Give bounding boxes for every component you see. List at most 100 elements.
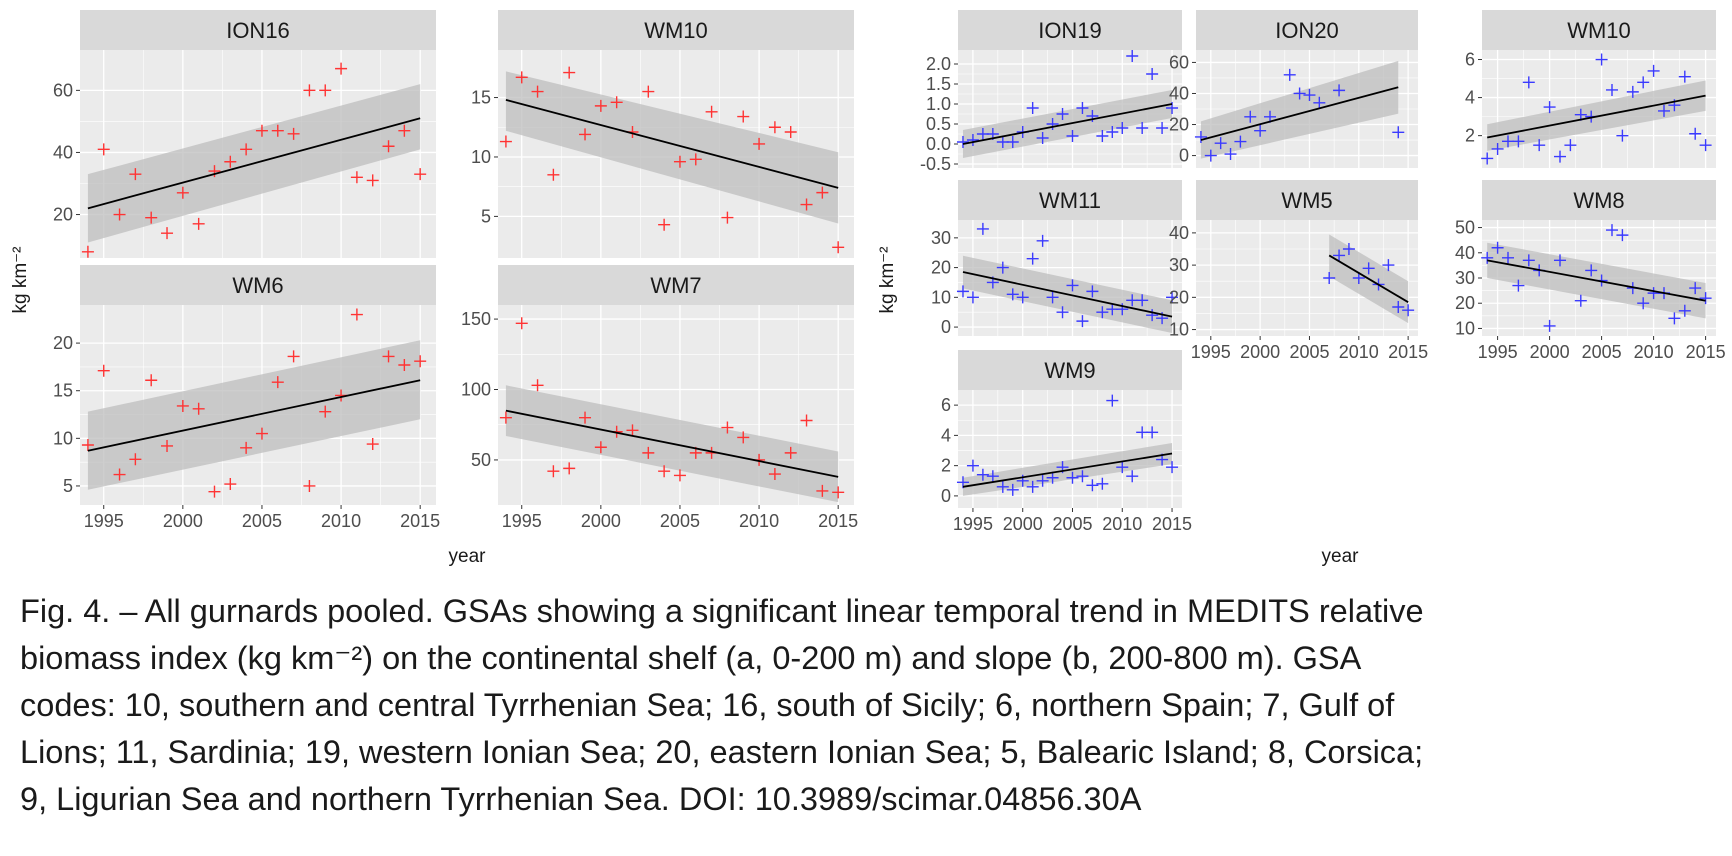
y-tick-label: 10 (471, 147, 491, 167)
trend-line (505, 99, 839, 189)
data-point (319, 405, 332, 418)
data-point (976, 468, 989, 481)
y-tick-label: 30 (931, 228, 951, 248)
y-tick-label: 0.0 (926, 134, 951, 154)
data-point (1333, 249, 1346, 262)
data-point (996, 261, 1009, 274)
y-tick-label: 1.5 (926, 74, 951, 94)
data-point (737, 431, 750, 444)
facet-strip (80, 10, 436, 50)
y-tick-label: 30 (1169, 255, 1189, 275)
data-point (1491, 241, 1504, 254)
data-point (319, 84, 332, 97)
data-point (161, 439, 174, 452)
trend-line (87, 117, 421, 210)
y-tick-label: 0.5 (926, 114, 951, 134)
trend-line (1200, 86, 1399, 141)
data-point (1606, 83, 1618, 96)
data-point (1616, 229, 1629, 242)
x-tick-label: 2010 (739, 511, 779, 531)
data-point (240, 143, 253, 156)
data-point (642, 446, 655, 459)
data-point (1554, 254, 1566, 267)
data-point (1076, 102, 1089, 114)
x-tick-label: 2000 (163, 511, 203, 531)
data-point (1254, 124, 1267, 137)
data-point (1533, 139, 1546, 152)
data-point (1096, 306, 1109, 319)
trend-line (962, 271, 1173, 318)
facet-strip-label: WM10 (644, 18, 708, 43)
data-point (1689, 282, 1702, 295)
figure-caption: Fig. 4. – All gurnards pooled. GSAs show… (20, 588, 1720, 823)
x-tick-label: 2000 (581, 511, 621, 531)
data-point (515, 317, 528, 330)
data-point (1126, 50, 1139, 62)
data-point (1668, 312, 1681, 325)
data-point (1342, 243, 1355, 255)
facet-strip (498, 10, 854, 50)
facet-panel-ion20: ION20 0 20 40 60 (1169, 10, 1418, 168)
data-point (1678, 70, 1691, 83)
trend-line (1487, 94, 1706, 139)
x-tick-label: 2000 (1240, 342, 1280, 362)
data-point (594, 99, 607, 112)
facet-panel-wm6: WM6 5 10 15 20 1995 2000 2005 2010 2015 (53, 265, 440, 531)
data-point (414, 168, 427, 181)
y-tick-label: 20 (1169, 115, 1189, 135)
y-tick-label: 10 (53, 428, 73, 448)
data-point (515, 71, 528, 84)
facet-panel-wm10: WM10 5 10 15 (471, 10, 854, 258)
x-tick-label: 1995 (953, 514, 993, 534)
facet-strip (1196, 180, 1418, 220)
y-tick-label: 40 (1455, 243, 1475, 263)
data-point (531, 85, 544, 98)
y-tick-label: 20 (931, 258, 951, 278)
data-point (350, 171, 363, 184)
data-point (398, 124, 411, 137)
data-point (161, 227, 174, 240)
facet-strip-label: ION16 (226, 18, 290, 43)
data-point (303, 84, 316, 97)
facet-strip-label: WM6 (232, 273, 283, 298)
trend-line (962, 452, 1173, 488)
data-point (255, 124, 268, 137)
data-point (1333, 84, 1346, 97)
data-point (768, 121, 781, 134)
data-point (1303, 89, 1316, 102)
data-point (1678, 304, 1691, 317)
y-tick-label: 60 (1169, 52, 1189, 72)
confidence-band (1200, 60, 1399, 159)
data-point (1036, 234, 1049, 247)
data-point (1689, 127, 1702, 140)
data-point (1116, 461, 1129, 474)
y-tick-label: 40 (1169, 83, 1189, 103)
data-point (271, 124, 284, 137)
facet-panel-wm10: WM10 2 4 6 (1465, 10, 1716, 168)
facet-strip-label: WM5 (1281, 188, 1332, 213)
data-point (1224, 148, 1237, 161)
data-point (208, 165, 221, 178)
y-tick-label: 40 (53, 142, 73, 162)
x-tick-label: 2015 (1152, 514, 1192, 534)
x-tick-label: 2005 (660, 511, 700, 531)
data-point (1036, 474, 1049, 487)
data-point (705, 105, 718, 118)
data-point (1543, 319, 1556, 332)
data-point (816, 484, 829, 497)
data-point (1543, 101, 1556, 114)
data-point (1699, 292, 1712, 305)
data-point (1056, 306, 1069, 319)
data-point (1392, 301, 1405, 313)
facet-panel-wm9: WM9 0 2 4 6 1995 2000 2005 2010 2015 (941, 350, 1192, 534)
data-point (1502, 251, 1514, 264)
data-point (1086, 285, 1099, 298)
x-tick-label: 2015 (1388, 342, 1428, 362)
y-tick-label: 2.0 (926, 54, 951, 74)
caption-line: biomass index (kg km⁻²) on the continent… (20, 640, 1362, 676)
y-tick-label: 6 (1465, 50, 1475, 70)
data-point (579, 128, 592, 141)
data-point (996, 480, 1009, 493)
data-point (956, 285, 969, 298)
data-point (1016, 291, 1029, 304)
